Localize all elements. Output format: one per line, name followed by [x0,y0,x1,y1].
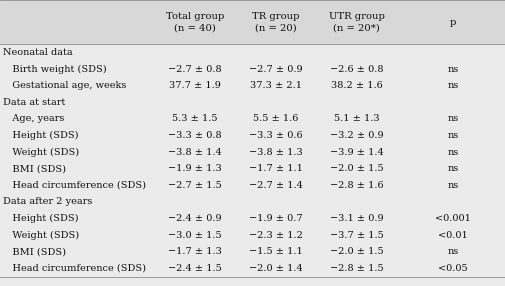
Text: −3.1 ± 0.9: −3.1 ± 0.9 [329,214,383,223]
Text: −2.3 ± 1.2: −2.3 ± 1.2 [248,231,302,240]
Text: ns: ns [446,81,458,90]
Text: −2.7 ± 1.5: −2.7 ± 1.5 [168,181,221,190]
Text: −1.9 ± 0.7: −1.9 ± 0.7 [248,214,302,223]
Text: −2.7 ± 0.8: −2.7 ± 0.8 [168,65,221,74]
Text: −2.7 ± 1.4: −2.7 ± 1.4 [248,181,302,190]
Text: −3.8 ± 1.3: −3.8 ± 1.3 [248,148,302,157]
Text: −1.5 ± 1.1: −1.5 ± 1.1 [248,247,302,256]
Text: <0.05: <0.05 [437,264,467,273]
Text: Total group
(n = 40): Total group (n = 40) [165,12,224,33]
Text: Weight (SDS): Weight (SDS) [3,148,78,157]
Text: ns: ns [446,131,458,140]
Text: Height (SDS): Height (SDS) [3,131,78,140]
Text: −2.0 ± 1.4: −2.0 ± 1.4 [248,264,302,273]
Text: ns: ns [446,247,458,256]
Text: −3.3 ± 0.8: −3.3 ± 0.8 [168,131,221,140]
Text: Birth weight (SDS): Birth weight (SDS) [3,65,106,74]
Text: Height (SDS): Height (SDS) [3,214,78,223]
Text: Gestational age, weeks: Gestational age, weeks [3,81,126,90]
Text: −3.0 ± 1.5: −3.0 ± 1.5 [168,231,221,240]
Text: −3.8 ± 1.4: −3.8 ± 1.4 [168,148,221,157]
Text: <0.001: <0.001 [434,214,470,223]
Text: Neonatal data: Neonatal data [3,48,72,57]
Text: BMI (SDS): BMI (SDS) [3,247,66,256]
Text: 38.2 ± 1.6: 38.2 ± 1.6 [330,81,382,90]
Text: −2.4 ± 1.5: −2.4 ± 1.5 [168,264,221,273]
Text: 37.7 ± 1.9: 37.7 ± 1.9 [169,81,220,90]
Text: ns: ns [446,164,458,173]
Text: 5.3 ± 1.5: 5.3 ± 1.5 [172,114,217,124]
Text: p: p [449,18,455,27]
Text: Age, years: Age, years [3,114,64,124]
Text: −2.0 ± 1.5: −2.0 ± 1.5 [329,164,383,173]
Text: 5.5 ± 1.6: 5.5 ± 1.6 [252,114,298,124]
Text: −2.8 ± 1.6: −2.8 ± 1.6 [329,181,383,190]
Text: −1.7 ± 1.1: −1.7 ± 1.1 [248,164,302,173]
Text: −2.4 ± 0.9: −2.4 ± 0.9 [168,214,221,223]
Text: Head circumference (SDS): Head circumference (SDS) [3,264,145,273]
Text: 37.3 ± 2.1: 37.3 ± 2.1 [249,81,301,90]
Text: ns: ns [446,65,458,74]
Text: −3.9 ± 1.4: −3.9 ± 1.4 [329,148,383,157]
Text: −3.2 ± 0.9: −3.2 ± 0.9 [329,131,383,140]
Text: −2.6 ± 0.8: −2.6 ± 0.8 [329,65,383,74]
Text: BMI (SDS): BMI (SDS) [3,164,66,173]
Text: ns: ns [446,114,458,124]
Text: −2.7 ± 0.9: −2.7 ± 0.9 [248,65,302,74]
Text: UTR group
(n = 20*): UTR group (n = 20*) [328,12,384,33]
Text: <0.01: <0.01 [437,231,467,240]
Text: ns: ns [446,148,458,157]
Text: −1.9 ± 1.3: −1.9 ± 1.3 [168,164,221,173]
Text: Head circumference (SDS): Head circumference (SDS) [3,181,145,190]
Text: TR group
(n = 20): TR group (n = 20) [251,12,299,33]
Text: 5.1 ± 1.3: 5.1 ± 1.3 [333,114,379,124]
Text: −2.8 ± 1.5: −2.8 ± 1.5 [329,264,383,273]
Text: −1.7 ± 1.3: −1.7 ± 1.3 [168,247,221,256]
Text: ns: ns [446,181,458,190]
Text: −3.3 ± 0.6: −3.3 ± 0.6 [248,131,302,140]
Bar [0,0,505,44]
Text: Weight (SDS): Weight (SDS) [3,231,78,240]
Text: −3.7 ± 1.5: −3.7 ± 1.5 [329,231,383,240]
Text: Data after 2 years: Data after 2 years [3,197,92,206]
Text: −2.0 ± 1.5: −2.0 ± 1.5 [329,247,383,256]
Text: Data at start: Data at start [3,98,65,107]
